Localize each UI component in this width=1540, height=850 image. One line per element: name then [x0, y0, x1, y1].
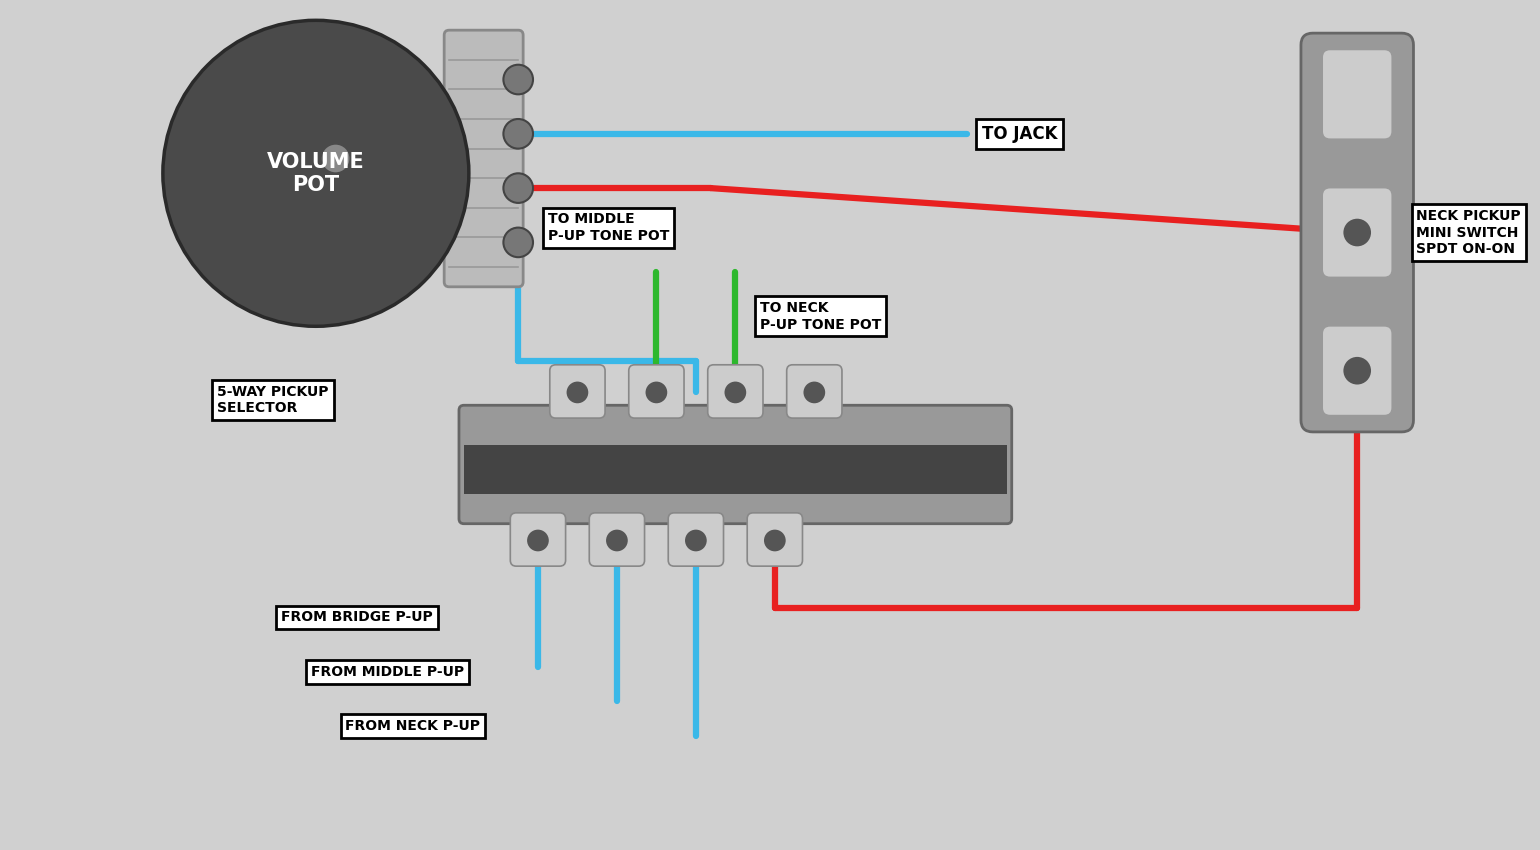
- Circle shape: [804, 382, 825, 403]
- Text: FROM MIDDLE P-UP: FROM MIDDLE P-UP: [311, 665, 464, 679]
- Circle shape: [685, 530, 707, 552]
- Text: TO MIDDLE
P-UP TONE POT: TO MIDDLE P-UP TONE POT: [548, 212, 670, 243]
- Circle shape: [724, 382, 747, 403]
- Circle shape: [527, 530, 548, 552]
- FancyBboxPatch shape: [628, 365, 684, 418]
- Text: VOLUME
POT: VOLUME POT: [266, 151, 365, 195]
- FancyBboxPatch shape: [550, 365, 605, 418]
- Text: FROM BRIDGE P-UP: FROM BRIDGE P-UP: [282, 610, 433, 625]
- Text: TO JACK: TO JACK: [983, 125, 1058, 143]
- Circle shape: [645, 382, 667, 403]
- FancyBboxPatch shape: [708, 365, 762, 418]
- Text: FROM NECK P-UP: FROM NECK P-UP: [345, 719, 480, 733]
- FancyBboxPatch shape: [444, 31, 524, 286]
- Circle shape: [764, 530, 785, 552]
- FancyBboxPatch shape: [1323, 188, 1392, 277]
- Circle shape: [1343, 357, 1371, 384]
- FancyBboxPatch shape: [590, 513, 645, 566]
- FancyBboxPatch shape: [1323, 326, 1392, 416]
- Circle shape: [322, 144, 350, 173]
- FancyBboxPatch shape: [510, 513, 565, 566]
- FancyBboxPatch shape: [1323, 49, 1392, 139]
- FancyBboxPatch shape: [459, 405, 1012, 524]
- Circle shape: [504, 173, 533, 203]
- Circle shape: [1343, 218, 1371, 246]
- Text: TO NECK
P-UP TONE POT: TO NECK P-UP TONE POT: [761, 301, 881, 332]
- Circle shape: [567, 382, 588, 403]
- Circle shape: [504, 65, 533, 94]
- FancyBboxPatch shape: [747, 513, 802, 566]
- Bar: [464, 445, 1007, 494]
- FancyBboxPatch shape: [787, 365, 842, 418]
- Text: NECK PICKUP
MINI SWITCH
SPDT ON-ON: NECK PICKUP MINI SWITCH SPDT ON-ON: [1417, 209, 1522, 256]
- Circle shape: [504, 228, 533, 258]
- Circle shape: [504, 119, 533, 149]
- FancyBboxPatch shape: [668, 513, 724, 566]
- Text: 5-WAY PICKUP
SELECTOR: 5-WAY PICKUP SELECTOR: [217, 385, 328, 416]
- Circle shape: [607, 530, 628, 552]
- FancyBboxPatch shape: [1301, 33, 1414, 432]
- Circle shape: [163, 20, 468, 326]
